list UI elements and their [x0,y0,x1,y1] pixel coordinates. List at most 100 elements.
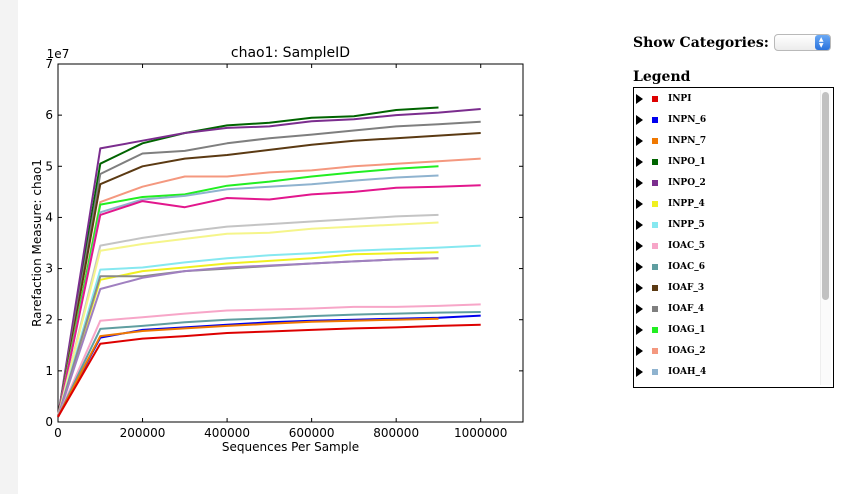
rarefaction-chart: 0 200000 400000 600000 800000 1000000 0 1 2 3 4 5 6 7… [30,45,524,454]
expand-triangle-icon[interactable] [636,241,643,251]
series-line [57,132,481,418]
legend-item-label: INPI [668,94,692,104]
legend-item[interactable]: IOAH_4 [636,364,706,380]
series-line [57,244,481,418]
legend-item-label: IOAC_5 [668,241,705,251]
legend-item-label: INPO_1 [668,157,706,167]
expand-triangle-icon[interactable] [636,283,643,293]
expand-triangle-icon[interactable] [636,304,643,314]
legend-item-label: IOAG_2 [668,346,706,356]
chevron-down-icon: ▼ [818,42,824,49]
page-left-margin [0,0,18,494]
y-tick-label: 4 [45,210,53,224]
series-line [57,165,439,418]
expand-triangle-icon[interactable] [636,115,643,125]
legend-item-label: INPN_7 [668,136,707,146]
legend-item[interactable]: INPN_7 [636,133,706,149]
legend-item[interactable]: INPP_4 [636,196,705,212]
y-tick-label: 3 [45,262,53,276]
expand-triangle-icon[interactable] [636,346,643,356]
series-line [57,311,481,418]
series-line [57,303,481,418]
legend-item[interactable]: IOAF_3 [636,280,704,296]
expand-triangle-icon[interactable] [636,262,643,272]
legend-scrollbar[interactable] [820,90,831,385]
y-axis-multiplier: 1e7 [47,47,70,61]
legend-item[interactable]: INPO_1 [636,154,706,170]
legend-swatch [652,117,658,123]
y-tick-label: 2 [45,313,53,327]
legend-item-label: INPO_2 [668,178,706,188]
legend-item-label: INPP_4 [668,199,705,209]
legend-swatch [652,180,658,186]
legend-swatch [652,243,658,249]
series-line [57,106,439,418]
x-tick-label: 200000 [120,426,166,440]
series-line [57,221,439,418]
series-line [57,317,439,418]
legend-item[interactable]: IOAC_6 [636,259,705,275]
legend-panel: INPI INPN_6 INPN_7 INPO_1 INPO_2 INPP_4 INPP_5… [633,87,834,388]
legend-swatch [652,96,658,102]
y-tick-label: 6 [45,108,53,122]
expand-triangle-icon[interactable] [636,199,643,209]
show-categories-label: Show Categories: [633,34,769,51]
series-line [57,184,481,418]
legend-item-label: IOAH_4 [668,367,707,377]
legend-item[interactable]: INPI [636,91,691,107]
legend-swatch [652,348,658,354]
x-tick-label: 0 [54,426,62,440]
plot-area [57,63,524,423]
legend-swatch [652,222,658,228]
series-line [57,120,481,418]
expand-triangle-icon[interactable] [636,157,643,167]
x-tick-label: 600000 [289,426,335,440]
y-tick-label: 0 [45,415,53,429]
legend-item[interactable]: IOAG_1 [636,322,705,338]
y-tick-label: 7 [45,57,53,71]
y-tick-label: 1 [45,364,53,378]
legend-swatch [652,159,658,165]
legend-item[interactable]: INPP_5 [636,217,705,233]
y-axis-label: Rarefaction Measure: chao1 [30,159,44,327]
legend-title: Legend [633,69,691,85]
legend-item[interactable]: IOAF_4 [636,301,704,317]
legend-scrollbar-thumb[interactable] [822,92,829,300]
legend-item-label: IOAF_3 [668,283,705,293]
legend-item[interactable]: IOAC_5 [636,238,705,254]
legend-item-label: INPN_6 [668,115,707,125]
legend-swatch [652,306,658,312]
legend-swatch [652,285,658,291]
legend-item-label: IOAG_1 [668,325,706,335]
series-line [57,257,439,418]
legend-item-label: IOAF_4 [668,304,705,314]
x-tick-label: 800000 [373,426,419,440]
legend-item[interactable]: IOAG_2 [636,343,705,359]
series-line [57,157,481,418]
expand-triangle-icon[interactable] [636,367,643,377]
series-line [57,174,439,418]
expand-triangle-icon[interactable] [636,136,643,146]
y-tick-label: 5 [45,159,53,173]
series-line [57,213,439,418]
chevron-up-icon: ▲ [818,36,824,43]
show-categories-control: Show Categories: ▲ ▼ [633,34,831,51]
expand-triangle-icon[interactable] [636,325,643,335]
legend-swatch [652,327,658,333]
legend-swatch [652,201,658,207]
series-line [57,108,481,418]
legend-item[interactable]: INPO_2 [636,175,706,191]
series-line [57,323,481,418]
legend-item[interactable]: INPN_6 [636,112,706,128]
select-arrows-icon[interactable]: ▲ ▼ [814,35,830,50]
categories-select[interactable]: ▲ ▼ [773,34,831,51]
expand-triangle-icon[interactable] [636,178,643,188]
legend-item-label: INPP_5 [668,220,705,230]
legend-item-label: IOAC_6 [668,262,705,272]
x-tick-label: 1000000 [454,426,507,440]
expand-triangle-icon[interactable] [636,94,643,104]
x-tick-label: 400000 [204,426,250,440]
legend-swatch [652,138,658,144]
chart-title: chao1: SampleID [231,45,350,61]
expand-triangle-icon[interactable] [636,220,643,230]
